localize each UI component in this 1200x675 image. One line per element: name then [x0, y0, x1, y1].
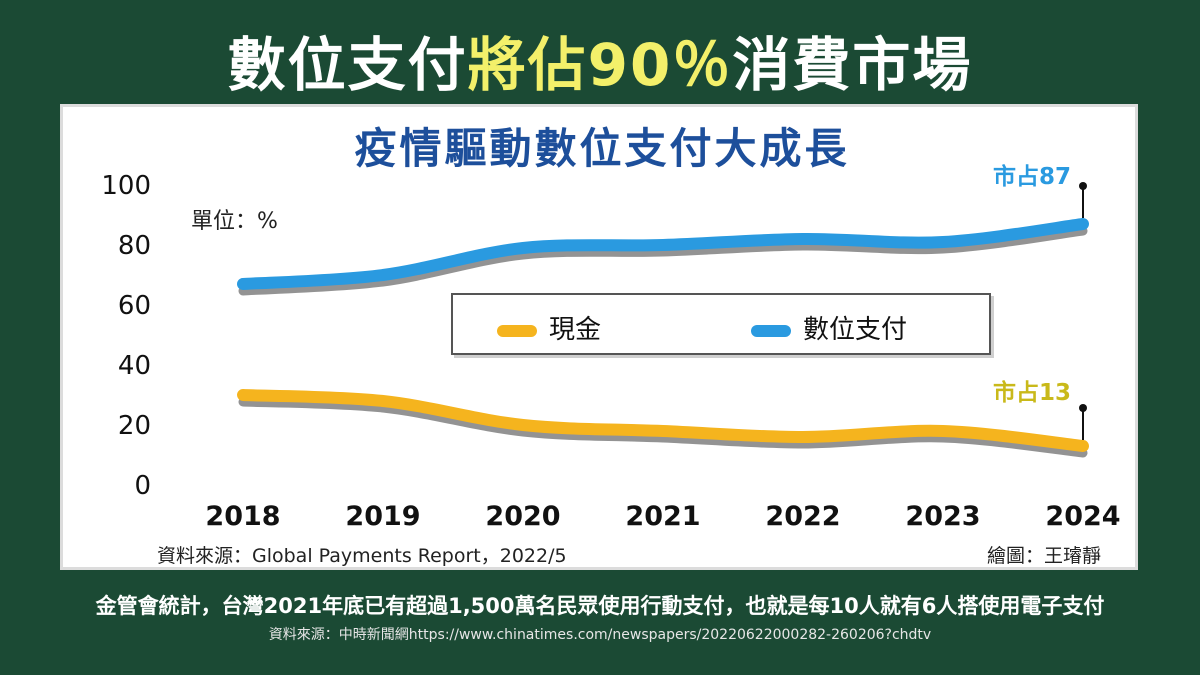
legend-item-digital: 數位支付: [751, 309, 907, 346]
headline-part2: 消費市場: [732, 31, 973, 99]
x-tick-label: 2022: [765, 501, 840, 532]
line-chart: 100 80 60 40 20 0 2018 2019 2020 2021 2022 2023 202…: [101, 171, 1120, 532]
x-tick-label: 2023: [905, 501, 980, 532]
headline-highlight: 將佔90％: [467, 31, 733, 99]
data-point-cash: [1081, 444, 1085, 448]
headline-part1: 數位支付: [227, 31, 468, 99]
data-point-digital: [521, 246, 525, 250]
chart-title: 疫情驅動數位支付大成長: [354, 124, 850, 173]
series-shadow-digital: [238, 226, 1088, 296]
data-point-digital: [1081, 222, 1085, 226]
headline: 數位支付將佔90％消費市場: [0, 18, 1200, 102]
y-tick-label: 40: [118, 351, 151, 381]
legend-swatch-digital: [751, 324, 791, 337]
data-point-cash: [941, 429, 945, 433]
legend-label-cash: 現金: [549, 315, 602, 345]
annotation-dot-digital: [1079, 182, 1087, 190]
y-tick-label: 60: [118, 291, 151, 321]
data-point-cash: [241, 393, 245, 397]
legend-item-cash: 現金: [497, 309, 601, 346]
annotation-dot-cash: [1079, 404, 1087, 412]
y-tick-label: 0: [134, 471, 151, 501]
legend: 現金 數位支付: [451, 293, 991, 355]
data-point-digital: [241, 282, 245, 286]
data-point-cash: [521, 423, 525, 427]
legend-swatch-cash: [497, 324, 537, 337]
footer-source: 資料來源：中時新聞網https://www.chinatimes.com/new…: [268, 627, 932, 643]
chart-source: 資料來源：Global Payments Report，2022/5: [157, 545, 567, 567]
data-point-digital: [801, 237, 805, 241]
data-point-digital: [661, 243, 665, 247]
data-point-digital: [941, 240, 945, 244]
footer-statement: 金管會統計，台灣2021年底已有超過1,500萬名民眾使用行動支付，也就是每10…: [95, 594, 1105, 618]
x-tick-label: 2024: [1045, 501, 1120, 532]
series-shadow-cash: [238, 397, 1088, 458]
chart-panel: 100 80 60 40 20 0 2018 2019 2020 2021 2022 2023 202…: [60, 104, 1138, 570]
y-tick-label: 20: [118, 411, 151, 441]
x-tick-label: 2018: [205, 501, 280, 532]
annotation-digital-share: 市占87: [993, 164, 1072, 190]
annotation-cash-share: 市占13: [993, 380, 1072, 406]
y-tick-label: 80: [118, 231, 151, 261]
x-tick-label: 2020: [485, 501, 560, 532]
chart-credit: 繪圖：王璿靜: [986, 545, 1101, 567]
data-point-cash: [801, 435, 805, 439]
data-point-cash: [661, 429, 665, 433]
unit-label: 單位：%: [191, 209, 278, 234]
legend-label-digital: 數位支付: [803, 315, 908, 345]
x-tick-label: 2019: [345, 501, 420, 532]
x-tick-label: 2021: [625, 501, 700, 532]
data-point-cash: [381, 399, 385, 403]
data-point-digital: [381, 273, 385, 277]
y-tick-label: 100: [101, 171, 151, 201]
